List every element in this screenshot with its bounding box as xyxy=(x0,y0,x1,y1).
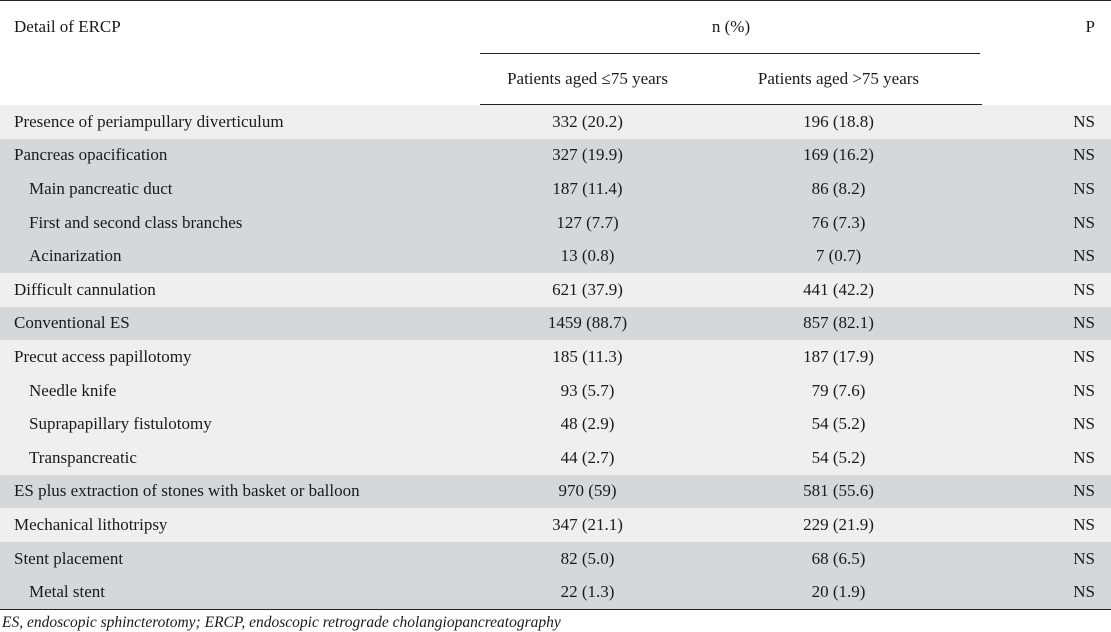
row-value-le75: 22 (1.3) xyxy=(480,575,695,610)
row-p-value: NS xyxy=(982,508,1111,542)
row-value-gt75: 54 (5.2) xyxy=(695,440,982,475)
row-label: Difficult cannulation xyxy=(0,272,480,307)
table-row: Presence of periampullary diverticulum 33… xyxy=(0,104,1111,139)
row-label: Precut access papillotomy xyxy=(0,340,480,374)
row-label: Acinarization xyxy=(0,239,480,273)
row-p-value: NS xyxy=(982,474,1111,509)
header-n-percent-label: n (%) xyxy=(711,17,751,36)
row-p-value: NS xyxy=(982,104,1111,139)
row-value-le75: 970 (59) xyxy=(480,474,695,509)
row-label: Mechanical lithotripsy xyxy=(0,508,480,542)
row-value-gt75: 187 (17.9) xyxy=(695,340,982,374)
row-value-gt75: 229 (21.9) xyxy=(695,508,982,542)
table-row: Precut access papillotomy 185 (11.3) 187 (… xyxy=(0,340,1111,374)
row-p-value: NS xyxy=(982,239,1111,273)
row-value-gt75: 581 (55.6) xyxy=(695,474,982,509)
row-value-le75: 327 (19.9) xyxy=(480,138,695,173)
header-group-gt75: Patients aged >75 years xyxy=(695,54,982,105)
table-row: Conventional ES 1459 (88.7) 857 (82.1) NS xyxy=(0,306,1111,341)
row-value-le75: 347 (21.1) xyxy=(480,508,695,542)
row-label: ES plus extraction of stones with basket… xyxy=(0,474,480,509)
header-n-percent: n (%) xyxy=(480,0,982,54)
row-value-le75: 185 (11.3) xyxy=(480,340,695,374)
row-value-le75: 93 (5.7) xyxy=(480,373,695,408)
table-header: Detail of ERCP n (%) P Patients aged ≤75… xyxy=(0,0,1111,105)
row-p-value: NS xyxy=(982,306,1111,341)
row-value-gt75: 196 (18.8) xyxy=(695,104,982,139)
row-value-le75: 82 (5.0) xyxy=(480,541,695,576)
row-label: Suprapapillary fistulotomy xyxy=(0,407,480,441)
row-p-value: NS xyxy=(982,541,1111,576)
row-label: First and second class branches xyxy=(0,205,480,240)
table-row: Main pancreatic duct 187 (11.4) 86 (8.2) NS xyxy=(0,172,1111,206)
header-p: P xyxy=(982,0,1111,105)
row-value-le75: 621 (37.9) xyxy=(480,272,695,307)
header-detail: Detail of ERCP xyxy=(0,0,480,105)
row-label: Metal stent xyxy=(0,575,480,610)
row-value-gt75: 68 (6.5) xyxy=(695,541,982,576)
row-value-gt75: 79 (7.6) xyxy=(695,373,982,408)
table-body: Presence of periampullary diverticulum 33… xyxy=(0,104,1111,610)
ercp-detail-table: Detail of ERCP n (%) P Patients aged ≤75… xyxy=(0,0,1111,610)
row-p-value: NS xyxy=(982,407,1111,441)
table-row: Needle knife 93 (5.7) 79 (7.6) NS xyxy=(0,373,1111,408)
row-value-le75: 48 (2.9) xyxy=(480,407,695,441)
row-value-le75: 332 (20.2) xyxy=(480,104,695,139)
row-p-value: NS xyxy=(982,440,1111,475)
row-value-le75: 187 (11.4) xyxy=(480,172,695,206)
table-row: Difficult cannulation 621 (37.9) 441 (42.2… xyxy=(0,272,1111,307)
header-spanner-rule xyxy=(480,53,980,54)
header-group-le75: Patients aged ≤75 years xyxy=(480,54,695,105)
row-label: Conventional ES xyxy=(0,306,480,341)
table-row: Stent placement 82 (5.0) 68 (6.5) NS xyxy=(0,541,1111,576)
row-value-le75: 44 (2.7) xyxy=(480,440,695,475)
table-row: First and second class branches 127 (7.7)… xyxy=(0,205,1111,240)
table-footnote: ES, endoscopic sphincterotomy; ERCP, end… xyxy=(2,613,561,631)
row-label: Presence of periampullary diverticulum xyxy=(0,104,480,139)
row-value-gt75: 20 (1.9) xyxy=(695,575,982,610)
table-row: Transpancreatic 44 (2.7) 54 (5.2) NS xyxy=(0,440,1111,475)
row-p-value: NS xyxy=(982,575,1111,610)
row-label: Transpancreatic xyxy=(0,440,480,475)
row-value-le75: 1459 (88.7) xyxy=(480,306,695,341)
row-p-value: NS xyxy=(982,340,1111,374)
table-row: Metal stent 22 (1.3) 20 (1.9) NS xyxy=(0,575,1111,610)
table-row: Pancreas opacification 327 (19.9) 169 (16.… xyxy=(0,138,1111,173)
row-label: Stent placement xyxy=(0,541,480,576)
table-row: ES plus extraction of stones with basket… xyxy=(0,474,1111,509)
row-value-le75: 13 (0.8) xyxy=(480,239,695,273)
table-row: Acinarization 13 (0.8) 7 (0.7) NS xyxy=(0,239,1111,273)
row-value-gt75: 441 (42.2) xyxy=(695,272,982,307)
row-label: Pancreas opacification xyxy=(0,138,480,173)
row-value-gt75: 54 (5.2) xyxy=(695,407,982,441)
table-row: Mechanical lithotripsy 347 (21.1) 229 (21.… xyxy=(0,508,1111,542)
row-p-value: NS xyxy=(982,373,1111,408)
row-p-value: NS xyxy=(982,138,1111,173)
row-p-value: NS xyxy=(982,205,1111,240)
row-p-value: NS xyxy=(982,172,1111,206)
row-label: Needle knife xyxy=(0,373,480,408)
row-value-gt75: 7 (0.7) xyxy=(695,239,982,273)
row-value-gt75: 857 (82.1) xyxy=(695,306,982,341)
table-row: Suprapapillary fistulotomy 48 (2.9) 54 (5.… xyxy=(0,407,1111,441)
row-label: Main pancreatic duct xyxy=(0,172,480,206)
row-p-value: NS xyxy=(982,272,1111,307)
row-value-le75: 127 (7.7) xyxy=(480,205,695,240)
row-value-gt75: 86 (8.2) xyxy=(695,172,982,206)
row-value-gt75: 76 (7.3) xyxy=(695,205,982,240)
row-value-gt75: 169 (16.2) xyxy=(695,138,982,173)
